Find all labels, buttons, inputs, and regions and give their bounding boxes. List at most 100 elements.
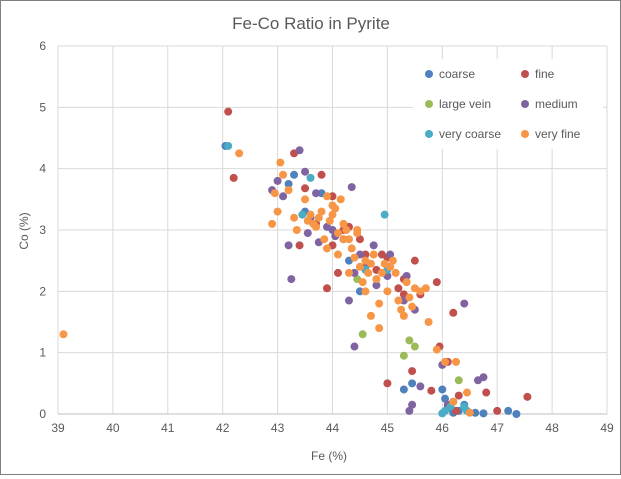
data-point	[323, 192, 332, 201]
data-point	[323, 284, 332, 293]
legend-label: very coarse	[439, 127, 501, 141]
data-point	[471, 408, 480, 417]
data-point	[386, 262, 395, 271]
data-point	[279, 192, 288, 201]
data-point	[355, 235, 364, 244]
data-point	[366, 311, 375, 320]
data-point	[301, 195, 310, 204]
data-point	[449, 308, 458, 317]
data-point	[224, 141, 233, 150]
data-point	[328, 201, 337, 210]
data-points	[59, 107, 532, 418]
legend-label: large vein	[439, 97, 491, 111]
y-axis-label: Co (%)	[17, 212, 31, 249]
data-point	[320, 235, 329, 244]
data-point	[383, 379, 392, 388]
data-point	[465, 408, 474, 417]
data-point	[399, 351, 408, 360]
data-point	[317, 170, 326, 179]
data-point	[339, 235, 348, 244]
data-point	[273, 176, 282, 185]
data-point	[402, 278, 411, 287]
data-point	[276, 158, 285, 167]
x-tick-label: 46	[436, 421, 450, 435]
data-point	[295, 146, 304, 155]
data-point	[287, 275, 296, 284]
data-point	[358, 278, 367, 287]
data-point	[399, 385, 408, 394]
data-point	[270, 189, 279, 198]
data-point	[441, 394, 450, 403]
data-point	[377, 250, 386, 259]
data-point	[295, 241, 304, 250]
data-point	[342, 226, 351, 234]
data-point	[410, 256, 419, 265]
legend-label: fine	[535, 67, 555, 81]
data-point	[284, 241, 293, 250]
data-point	[355, 262, 364, 271]
data-point	[306, 210, 315, 219]
y-tick-label: 2	[39, 284, 46, 298]
data-point	[339, 219, 348, 228]
data-point	[449, 397, 458, 406]
legend: coarse fine large vein medium very coarse ver…	[413, 59, 603, 149]
data-point	[394, 284, 403, 293]
data-point	[59, 330, 68, 339]
data-point	[512, 410, 521, 418]
y-tick-label: 1	[39, 346, 46, 360]
data-point	[344, 235, 353, 244]
data-point	[463, 388, 472, 397]
data-point	[347, 244, 356, 253]
data-point	[438, 385, 447, 394]
data-point	[375, 299, 384, 308]
data-point	[452, 406, 461, 415]
data-point	[364, 268, 373, 277]
data-point	[314, 213, 323, 222]
data-point	[408, 379, 417, 388]
x-tick-label: 48	[545, 421, 559, 435]
data-point	[405, 406, 414, 415]
data-point	[482, 388, 491, 397]
data-point	[432, 278, 441, 287]
data-point	[284, 186, 293, 195]
data-point	[235, 149, 244, 158]
data-point	[366, 259, 375, 268]
legend-marker	[521, 130, 529, 138]
data-point	[427, 386, 436, 395]
data-point	[298, 210, 307, 219]
data-point	[312, 222, 321, 231]
data-point	[303, 229, 312, 238]
x-tick-label: 47	[491, 421, 505, 435]
data-point	[408, 302, 417, 311]
y-tick-label: 5	[39, 100, 46, 114]
data-point	[377, 268, 386, 277]
data-point	[358, 330, 367, 339]
x-tick-label: 39	[51, 421, 65, 435]
data-point	[479, 409, 488, 418]
data-point	[284, 180, 293, 188]
data-point	[333, 229, 342, 238]
x-tick-label: 44	[326, 421, 340, 435]
data-point	[383, 287, 392, 296]
data-point	[369, 250, 378, 259]
data-point	[317, 207, 326, 216]
data-point	[372, 281, 381, 290]
data-point	[394, 296, 403, 305]
data-point	[325, 216, 334, 225]
chart-title: Fe-Co Ratio in Pyrite	[232, 14, 390, 33]
y-tick-label: 6	[39, 39, 46, 53]
data-point	[479, 373, 488, 382]
data-point	[421, 284, 430, 293]
data-point	[441, 406, 450, 415]
legend-marker	[425, 130, 433, 138]
data-point	[224, 107, 233, 116]
data-point	[268, 219, 277, 228]
data-point	[493, 406, 502, 415]
y-tick-label: 0	[39, 407, 46, 421]
x-tick-label: 45	[381, 421, 395, 435]
data-point	[229, 173, 238, 182]
legend-label: very fine	[535, 127, 581, 141]
data-point	[416, 382, 425, 391]
data-point	[432, 345, 441, 354]
